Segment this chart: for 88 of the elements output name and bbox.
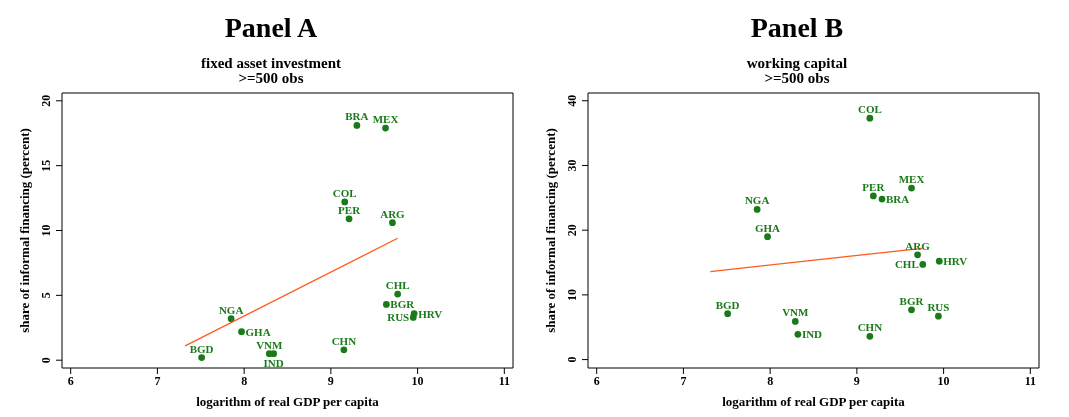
data-label: IND [263, 356, 284, 369]
data-label: IND [801, 328, 823, 341]
point [270, 350, 278, 358]
y-tick-label: 30 [565, 159, 579, 172]
data-label: CHN [331, 334, 357, 347]
y-tick-label: 40 [565, 94, 579, 107]
x-tick-label: 6 [67, 373, 74, 388]
chart-subtitle: working capital >=500 obs [745, 55, 849, 86]
point [198, 354, 206, 361]
x-tick-label: 8 [767, 373, 774, 388]
point [394, 290, 402, 298]
point [794, 330, 802, 338]
x-tick-label: 9 [853, 373, 860, 388]
data-label: MEX [372, 113, 399, 126]
point [341, 198, 349, 206]
chart-title: Panel A [223, 11, 319, 45]
data-label: PER [338, 203, 362, 216]
point [908, 306, 915, 314]
point [908, 184, 915, 192]
data-label: COL [332, 186, 357, 199]
x-tick-label: 6 [593, 373, 600, 388]
x-tick-label: 9 [327, 373, 334, 388]
data-label: RUS [927, 301, 950, 314]
chart-title: Panel B [749, 11, 845, 45]
data-label: BRA [886, 193, 910, 206]
y-axis-title: share of informal financing (percent) [16, 128, 32, 333]
point [382, 301, 390, 308]
data-label: CHL [894, 258, 919, 271]
data-label: HRV [418, 307, 443, 320]
data-label: BGD [189, 342, 214, 355]
point [878, 195, 886, 203]
data-label: CHN [857, 321, 883, 334]
x-tick-label: 7 [154, 373, 161, 388]
point [869, 192, 877, 200]
point [791, 318, 799, 325]
y-tick-label: 0 [565, 356, 579, 363]
chart-subtitle: fixed asset investment >=500 obs [200, 55, 342, 86]
x-axis-title: logarithm of real GDP per capita [722, 394, 906, 409]
data-label: PER [862, 180, 886, 193]
point [724, 310, 732, 318]
data-label: COL [857, 103, 882, 116]
point [227, 315, 235, 323]
point [935, 312, 942, 320]
data-label: BRA [345, 110, 369, 123]
data-label: CHL [385, 279, 410, 292]
data-label: BGD [715, 298, 740, 311]
point [345, 215, 353, 223]
point [753, 206, 761, 213]
x-tick-label: 7 [680, 373, 687, 388]
data-label: BGR [390, 298, 416, 311]
y-tick-label: 5 [39, 292, 53, 299]
point [764, 233, 771, 241]
y-tick-label: 20 [565, 224, 579, 237]
x-axis-title: logarithm of real GDP per capita [196, 394, 380, 409]
point [340, 346, 348, 354]
data-label: GHA [245, 325, 271, 338]
data-label: VNM [256, 338, 284, 351]
point [866, 114, 874, 122]
point [353, 122, 361, 129]
point [238, 328, 245, 336]
x-tick-label: 11 [498, 373, 510, 388]
data-label: ARG [380, 207, 406, 220]
y-tick-label: 15 [39, 159, 53, 172]
point [919, 261, 927, 268]
y-axis-title: share of informal financing (percent) [542, 128, 558, 333]
x-tick-label: 8 [241, 373, 248, 388]
x-tick-label: 11 [1024, 373, 1036, 388]
data-label: HRV [943, 255, 968, 268]
data-label: NGA [744, 194, 770, 207]
point [914, 251, 921, 259]
point [935, 257, 943, 265]
data-label: NGA [218, 303, 244, 316]
data-label: GHA [755, 221, 781, 234]
data-label: RUS [387, 311, 410, 324]
y-tick-label: 10 [39, 224, 53, 237]
point [409, 314, 417, 321]
x-tick-label: 10 [411, 373, 424, 388]
data-label: BGR [899, 294, 925, 307]
y-tick-label: 20 [39, 94, 53, 107]
data-label: ARG [905, 239, 931, 252]
x-tick-label: 10 [937, 373, 950, 388]
y-tick-label: 0 [39, 357, 53, 364]
point [389, 219, 396, 227]
data-label: MEX [898, 173, 925, 186]
data-label: VNM [782, 306, 810, 319]
point [866, 332, 874, 340]
point [382, 124, 389, 132]
y-tick-label: 10 [565, 288, 579, 301]
